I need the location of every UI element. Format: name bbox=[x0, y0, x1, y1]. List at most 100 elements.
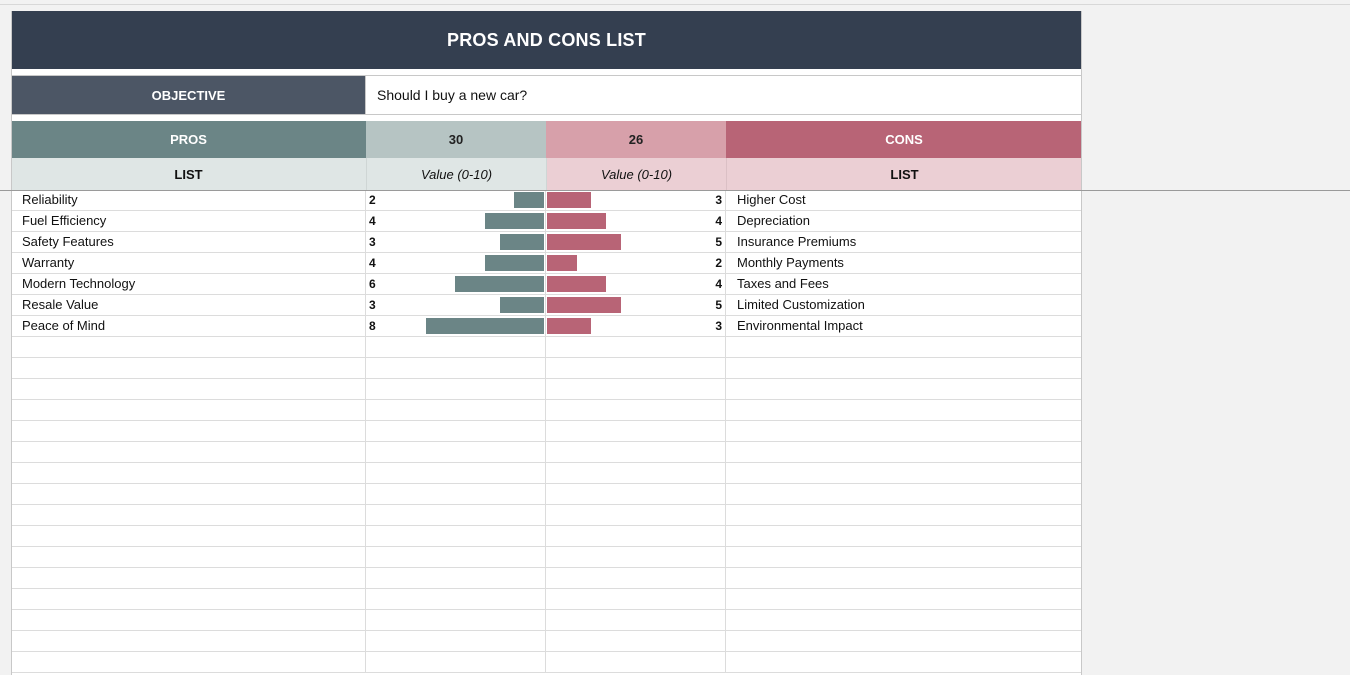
con-name-cell[interactable] bbox=[726, 610, 1082, 630]
pro-name-cell[interactable] bbox=[11, 547, 366, 567]
pro-name-cell[interactable] bbox=[11, 526, 366, 546]
pro-value-cell[interactable] bbox=[366, 547, 546, 567]
con-name-cell[interactable] bbox=[726, 358, 1082, 378]
con-value-cell[interactable] bbox=[546, 526, 726, 546]
table-row bbox=[11, 400, 1082, 421]
con-value-cell[interactable] bbox=[546, 568, 726, 588]
con-value-cell[interactable] bbox=[546, 463, 726, 483]
con-value-cell[interactable] bbox=[546, 358, 726, 378]
con-name-cell[interactable] bbox=[726, 379, 1082, 399]
pro-name-cell[interactable] bbox=[11, 358, 366, 378]
con-name-cell[interactable] bbox=[726, 652, 1082, 672]
pro-value-cell[interactable] bbox=[366, 568, 546, 588]
con-value-cell[interactable] bbox=[546, 400, 726, 420]
con-value-cell[interactable]: 2 bbox=[546, 253, 726, 273]
con-name-cell[interactable]: Taxes and Fees bbox=[737, 276, 829, 291]
pro-name-cell[interactable]: Warranty bbox=[11, 253, 366, 273]
pro-value-cell[interactable] bbox=[366, 358, 546, 378]
pro-value-cell[interactable] bbox=[366, 589, 546, 609]
con-name-cell[interactable] bbox=[726, 421, 1082, 441]
con-value-cell[interactable] bbox=[546, 610, 726, 630]
con-name-cell[interactable]: Environmental Impact bbox=[737, 318, 863, 333]
pro-value-cell[interactable] bbox=[366, 652, 546, 672]
con-name-cell[interactable] bbox=[726, 547, 1082, 567]
pro-value-cell[interactable]: 2 bbox=[366, 190, 546, 210]
pro-value-cell[interactable] bbox=[366, 337, 546, 357]
con-name-cell[interactable] bbox=[726, 589, 1082, 609]
pro-name-cell[interactable] bbox=[11, 610, 366, 630]
pro-name-cell[interactable] bbox=[11, 463, 366, 483]
con-value-cell[interactable] bbox=[546, 337, 726, 357]
con-name-cell[interactable]: Higher Cost bbox=[737, 192, 806, 207]
pro-value-cell[interactable]: 8 bbox=[366, 316, 546, 336]
con-value-cell[interactable] bbox=[546, 589, 726, 609]
con-value-cell[interactable]: 3 bbox=[546, 316, 726, 336]
pro-value-cell[interactable]: 6 bbox=[366, 274, 546, 294]
pro-value-cell[interactable]: 3 bbox=[366, 232, 546, 252]
con-value-cell[interactable] bbox=[546, 631, 726, 651]
con-name-cell[interactable]: Monthly Payments bbox=[737, 255, 844, 270]
con-value-number: 3 bbox=[715, 319, 722, 333]
pro-value-cell[interactable]: 3 bbox=[366, 295, 546, 315]
pro-value-cell[interactable] bbox=[366, 484, 546, 504]
pro-value-cell[interactable]: 4 bbox=[366, 253, 546, 273]
pro-value-cell[interactable] bbox=[366, 505, 546, 525]
con-value-cell[interactable]: 4 bbox=[546, 274, 726, 294]
con-value-cell[interactable] bbox=[546, 442, 726, 462]
con-name-cell[interactable] bbox=[726, 484, 1082, 504]
con-name-cell[interactable]: Limited Customization bbox=[737, 297, 865, 312]
con-value-number: 3 bbox=[715, 193, 722, 207]
pro-name-cell[interactable] bbox=[11, 589, 366, 609]
pro-value-cell[interactable] bbox=[366, 400, 546, 420]
con-name-cell[interactable] bbox=[726, 463, 1082, 483]
pro-name-cell[interactable]: Reliability bbox=[11, 190, 366, 210]
con-name-cell[interactable] bbox=[726, 442, 1082, 462]
con-value-cell[interactable]: 5 bbox=[546, 295, 726, 315]
pro-name-cell[interactable] bbox=[11, 400, 366, 420]
con-value-cell[interactable] bbox=[546, 547, 726, 567]
pro-name-cell[interactable] bbox=[11, 568, 366, 588]
objective-input[interactable]: Should I buy a new car? bbox=[366, 75, 1082, 115]
pro-name-cell[interactable]: Resale Value bbox=[11, 295, 366, 315]
con-name-cell[interactable] bbox=[726, 631, 1082, 651]
pro-name-cell[interactable]: Safety Features bbox=[11, 232, 366, 252]
con-value-cell[interactable]: 3 bbox=[546, 190, 726, 210]
pro-name-cell[interactable] bbox=[11, 505, 366, 525]
cons-total: 26 bbox=[546, 121, 726, 158]
con-name-cell[interactable] bbox=[726, 505, 1082, 525]
pro-name-cell[interactable] bbox=[11, 442, 366, 462]
con-value-bar bbox=[547, 192, 591, 208]
pro-name-cell[interactable] bbox=[11, 337, 366, 357]
pros-total: 30 bbox=[366, 121, 546, 158]
pro-name-cell[interactable] bbox=[11, 421, 366, 441]
pro-name-cell[interactable]: Modern Technology bbox=[11, 274, 366, 294]
con-value-cell[interactable] bbox=[546, 505, 726, 525]
pro-value-bar bbox=[500, 297, 544, 313]
pro-value-cell[interactable] bbox=[366, 526, 546, 546]
con-value-cell[interactable] bbox=[546, 421, 726, 441]
pro-value-cell[interactable] bbox=[366, 631, 546, 651]
con-name-cell[interactable]: Depreciation bbox=[737, 213, 810, 228]
con-value-cell[interactable] bbox=[546, 652, 726, 672]
con-name-cell[interactable] bbox=[726, 568, 1082, 588]
pro-name-cell[interactable] bbox=[11, 652, 366, 672]
con-name-cell[interactable] bbox=[726, 526, 1082, 546]
con-value-cell[interactable] bbox=[546, 484, 726, 504]
pro-value-cell[interactable] bbox=[366, 379, 546, 399]
pro-name-cell[interactable] bbox=[11, 484, 366, 504]
pro-value-cell[interactable] bbox=[366, 421, 546, 441]
pro-name-cell[interactable] bbox=[11, 631, 366, 651]
con-name-cell[interactable] bbox=[726, 400, 1082, 420]
con-value-cell[interactable] bbox=[546, 379, 726, 399]
con-value-cell[interactable]: 5 bbox=[546, 232, 726, 252]
con-name-cell[interactable] bbox=[726, 337, 1082, 357]
pro-name-cell[interactable] bbox=[11, 379, 366, 399]
con-name-cell[interactable]: Insurance Premiums bbox=[737, 234, 857, 249]
pro-value-cell[interactable] bbox=[366, 442, 546, 462]
con-value-cell[interactable]: 4 bbox=[546, 211, 726, 231]
pro-value-cell[interactable] bbox=[366, 463, 546, 483]
pro-name-cell[interactable]: Peace of Mind bbox=[11, 316, 366, 336]
pro-value-cell[interactable]: 4 bbox=[366, 211, 546, 231]
pro-value-cell[interactable] bbox=[366, 610, 546, 630]
pro-name-cell[interactable]: Fuel Efficiency bbox=[11, 211, 366, 231]
